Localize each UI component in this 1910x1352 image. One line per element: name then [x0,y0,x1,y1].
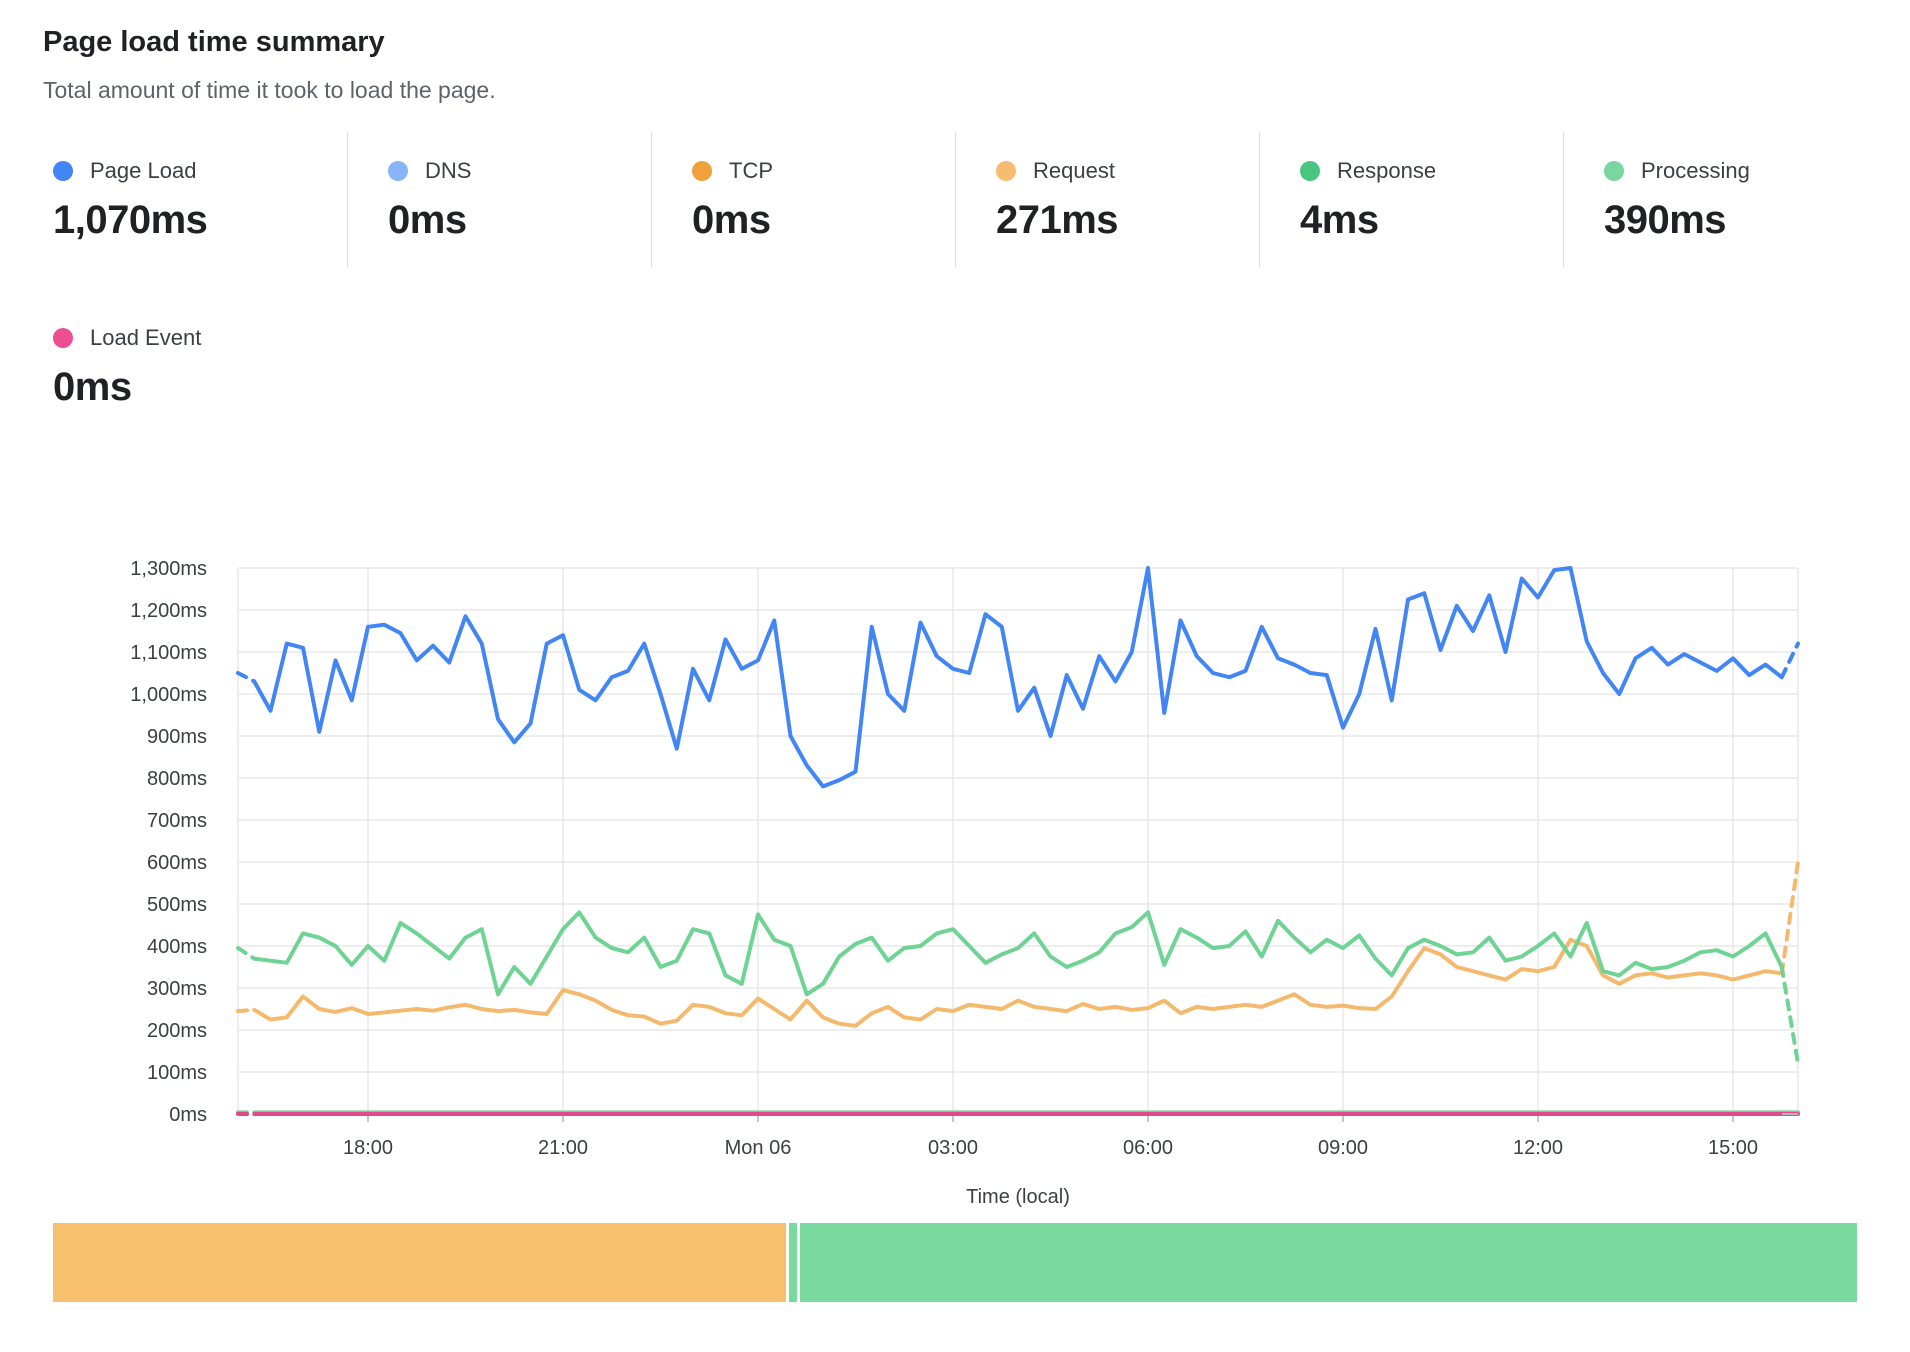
x-tick-label: Mon 06 [725,1137,792,1159]
bar-segment-processing-sliver [789,1223,797,1302]
y-tick-label: 900ms [147,726,207,748]
series-request-lead-dash [236,1007,257,1014]
dns-label: DNS [425,158,472,183]
x-tick-label: 15:00 [1708,1137,1758,1159]
page-load-summary-card: Page load time summary Total amount of t… [0,26,1910,1302]
page-load-time-chart[interactable]: 0ms 100ms 200ms 300ms 400ms 500ms 600ms 700ms 80… [0,451,1910,1221]
metric-processing: Processing 390ms [1563,132,1867,267]
tcp-value: 0ms [692,198,771,242]
page-load-label: Page Load [90,158,197,183]
bar-segment-request-portion [53,1223,786,1302]
series-processing-line [252,910,1784,997]
load-event-label: Load Event [90,325,202,350]
y-tick-label: 0ms [169,1104,207,1126]
request-value: 271ms [996,198,1119,242]
y-tick-label: 1,300ms [130,558,207,580]
y-tick-label: 800ms [147,768,207,790]
load-event-dot-icon [53,328,73,348]
response-dot-icon [1300,161,1320,181]
metric-tcp: TCP 0ms [651,132,955,267]
metric-response: Response 4ms [1259,132,1563,267]
metric-load-event: Load Event 0ms [43,325,1867,410]
response-label: Response [1337,158,1437,183]
x-axis-title: Time (local) [966,1186,1070,1208]
chart-canvas[interactable]: 0ms 100ms 200ms 300ms 400ms 500ms 600ms 700ms 80… [0,451,1910,1221]
series-request-tail-dash [1779,860,1800,976]
x-tick-label: 18:00 [343,1137,393,1159]
processing-dot-icon [1604,161,1624,181]
x-tick-label: 12:00 [1513,1137,1563,1159]
dns-value: 0ms [388,198,467,242]
dns-dot-icon [388,161,408,181]
series-page-load-line [252,566,1784,789]
y-tick-label: 1,000ms [130,684,207,706]
bar-segment-processing-portion [800,1223,1857,1302]
metric-page-load: Page Load 1,070ms [43,132,347,267]
load-event-value: 0ms [53,365,132,409]
processing-label: Processing [1641,158,1750,183]
y-tick-label: 600ms [147,852,207,874]
y-tick-label: 200ms [147,1020,207,1042]
time-breakdown-bar [53,1223,1857,1302]
y-tick-label: 100ms [147,1062,207,1084]
x-tick-label: 03:00 [928,1137,978,1159]
series-page-load-lead-dash [236,671,257,684]
y-tick-label: 400ms [147,936,207,958]
metrics-row: Page Load 1,070ms DNS 0ms TCP 0ms Request 271ms… [43,132,1867,267]
y-tick-label: 300ms [147,978,207,1000]
response-value: 4ms [1300,198,1379,242]
series-page-load-tail-dash [1779,641,1800,680]
request-dot-icon [996,161,1016,181]
page-load-dot-icon [53,161,73,181]
processing-value: 390ms [1604,198,1727,242]
y-tick-label: 700ms [147,810,207,832]
x-tick-label: 09:00 [1318,1137,1368,1159]
y-tick-label: 1,200ms [130,600,207,622]
metric-dns: DNS 0ms [347,132,651,267]
y-tick-label: 500ms [147,894,207,916]
tcp-label: TCP [729,158,773,183]
page-title: Page load time summary [43,26,385,58]
series-processing-lead-dash [236,946,257,961]
series-processing-tail-dash [1779,965,1800,1066]
tcp-dot-icon [692,161,712,181]
page-load-value: 1,070ms [53,198,208,242]
x-tick-label: 06:00 [1123,1137,1173,1159]
x-tick-label: 21:00 [538,1137,588,1159]
page-subtitle: Total amount of time it took to load the… [43,77,496,103]
request-label: Request [1033,158,1115,183]
metric-request: Request 271ms [955,132,1259,267]
series-request-line [252,937,1784,1028]
y-tick-label: 1,100ms [130,642,207,664]
